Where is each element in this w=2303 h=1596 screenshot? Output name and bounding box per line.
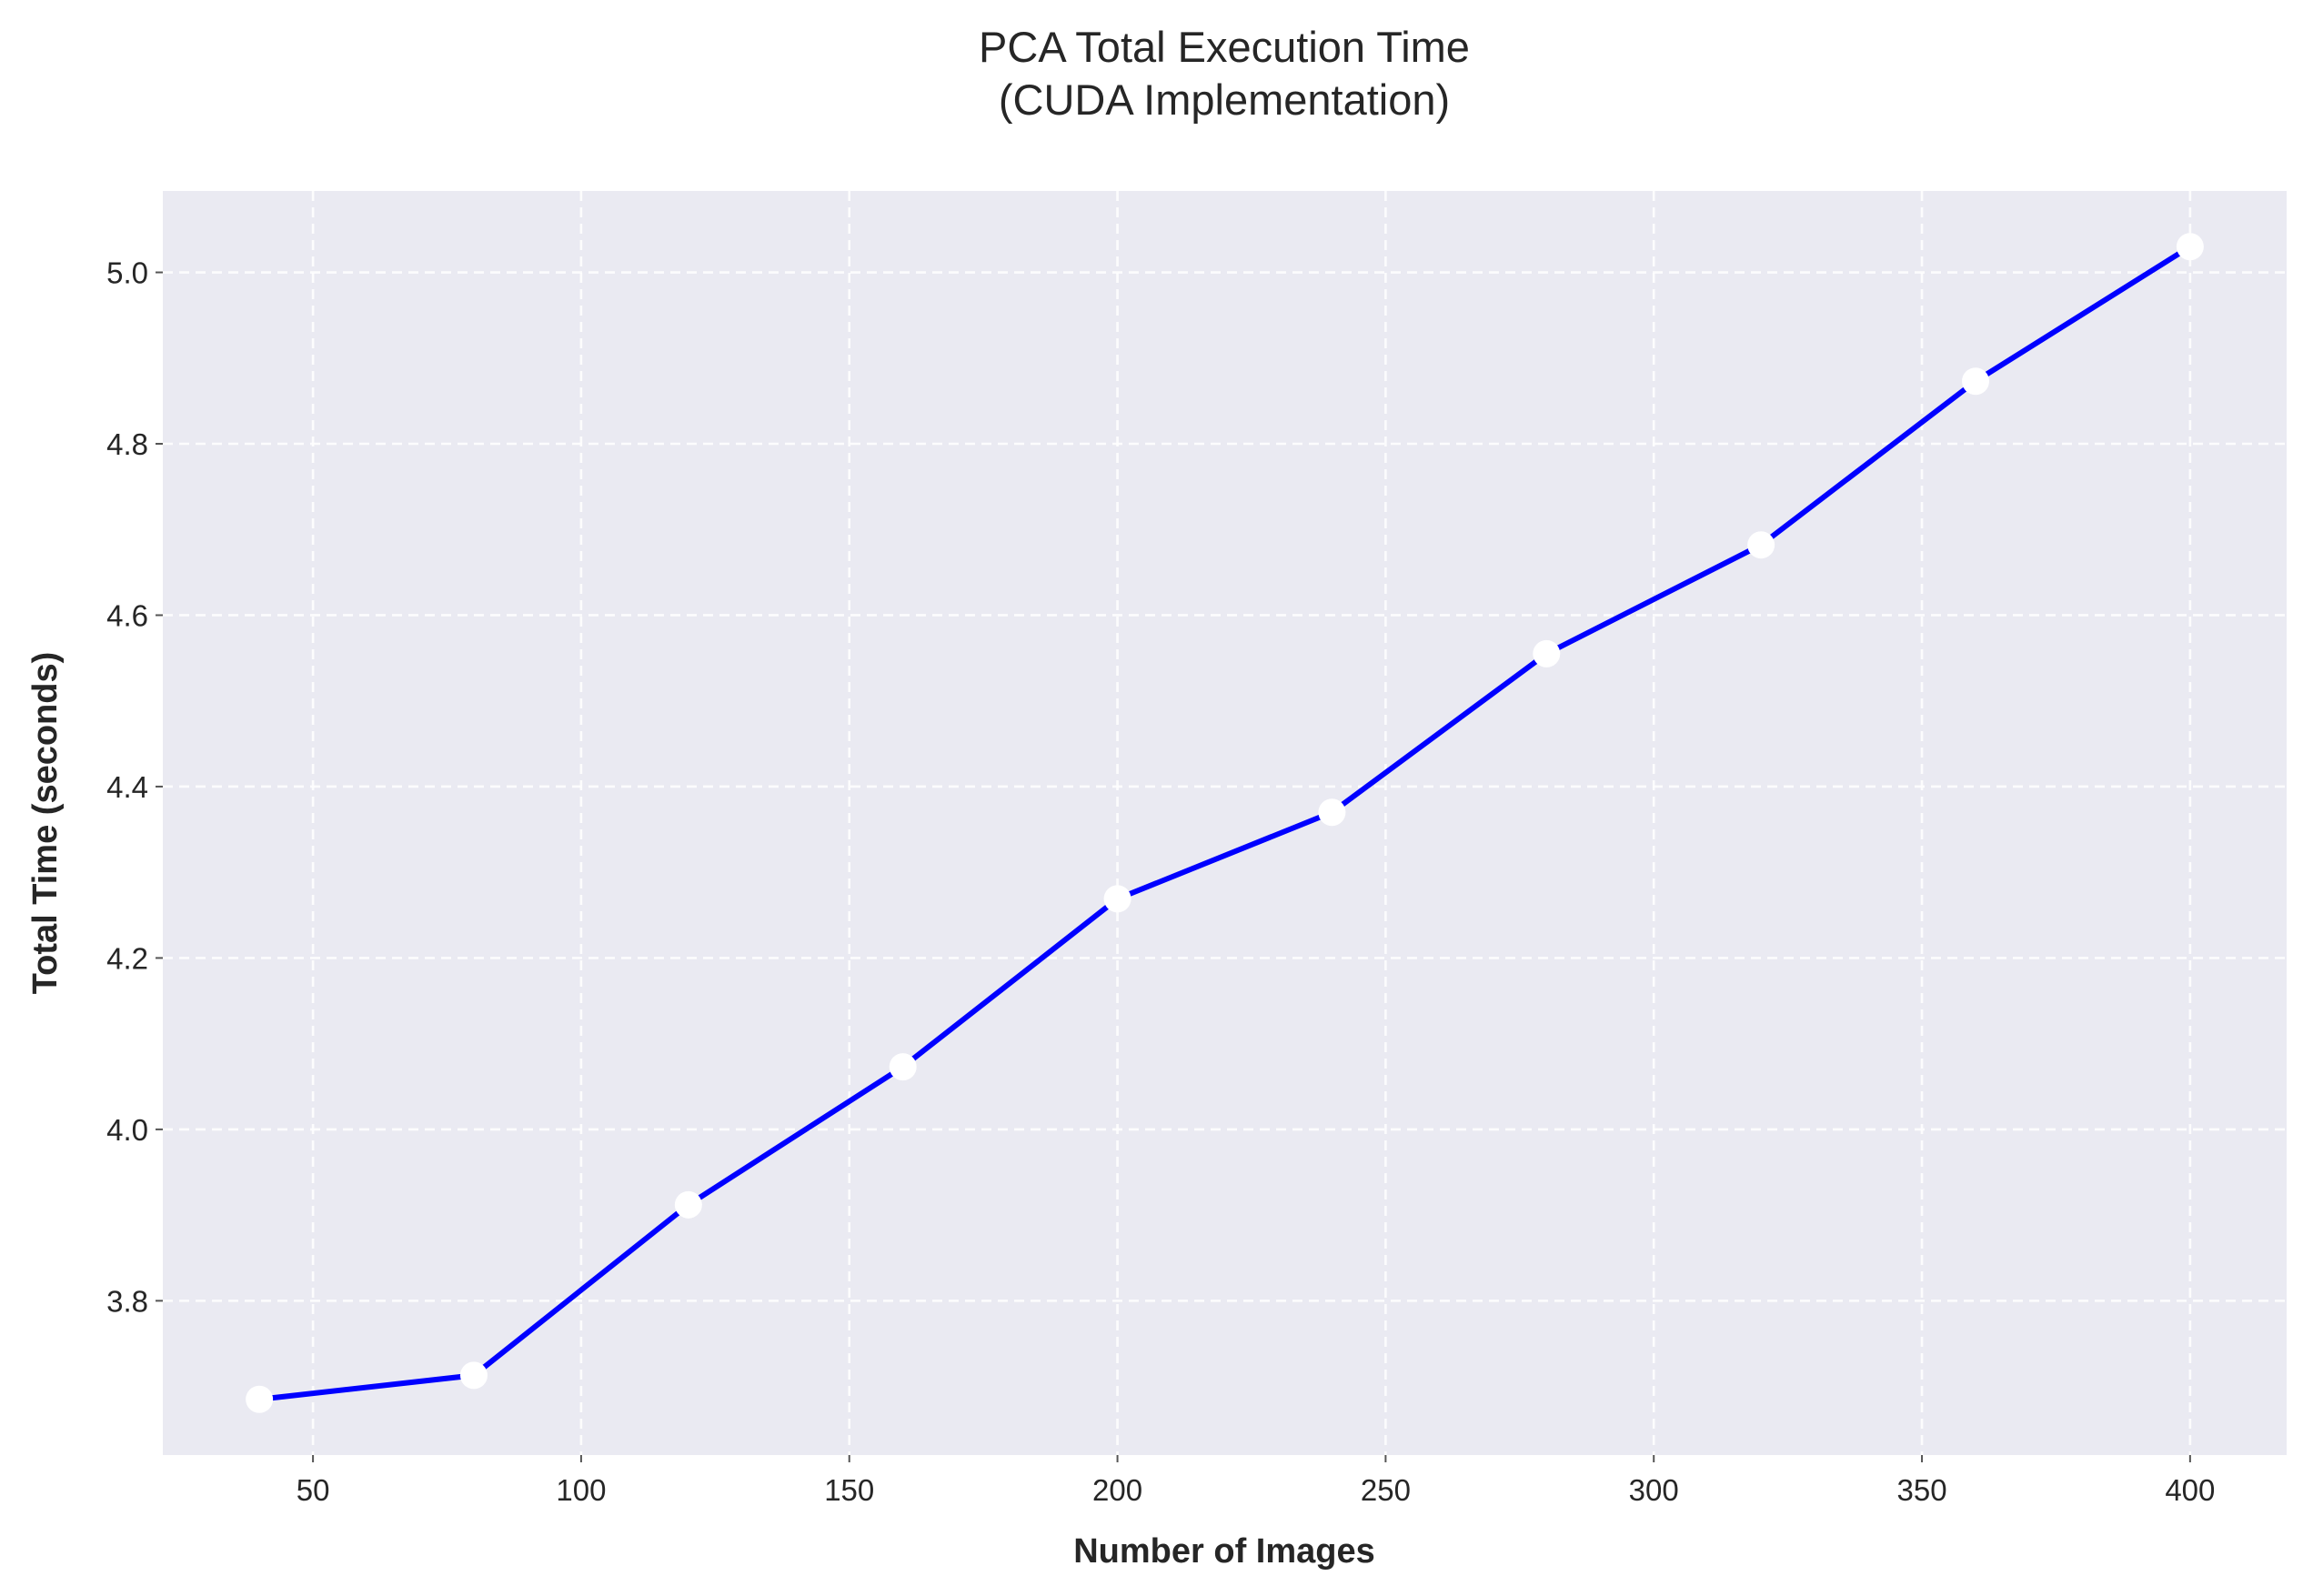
y-tick-label: 3.8 xyxy=(106,1284,148,1318)
x-tick-label: 150 xyxy=(824,1473,874,1507)
x-tick-label: 300 xyxy=(1629,1473,1679,1507)
y-tick-label: 4.8 xyxy=(106,427,148,461)
x-tick-label: 100 xyxy=(556,1473,606,1507)
data-point xyxy=(1103,885,1131,913)
y-tick-label: 5.0 xyxy=(106,256,148,290)
chart-subtitle: (CUDA Implementation) xyxy=(999,75,1450,124)
data-point xyxy=(246,1385,274,1413)
data-point xyxy=(2176,233,2204,261)
y-axis-ticks: 3.8 4.0 4.2 4.4 4.6 4.8 5.0 xyxy=(106,256,163,1318)
data-point xyxy=(459,1361,488,1390)
y-tick-label: 4.4 xyxy=(106,770,148,804)
x-axis-label: Number of Images xyxy=(1073,1532,1375,1571)
x-tick-label: 400 xyxy=(2165,1473,2215,1507)
data-point xyxy=(1747,531,1775,559)
y-axis-label: Total Time (seconds) xyxy=(26,652,65,995)
data-point xyxy=(1318,798,1346,827)
y-tick-label: 4.6 xyxy=(106,598,148,632)
y-tick-label: 4.0 xyxy=(106,1113,148,1147)
data-point xyxy=(1962,367,1990,396)
x-grid xyxy=(311,191,2192,1455)
x-axis-ticks: 50 100 150 200 250 300 350 400 xyxy=(297,1455,2215,1507)
data-point xyxy=(889,1053,917,1081)
x-tick-label: 200 xyxy=(1092,1473,1142,1507)
series-line xyxy=(256,244,2193,1402)
x-tick-label: 50 xyxy=(297,1473,330,1507)
x-tick-label: 350 xyxy=(1897,1473,1947,1507)
y-grid xyxy=(163,271,2287,1302)
data-point xyxy=(1533,639,1561,668)
series-group xyxy=(246,233,2204,1413)
y-tick-label: 4.2 xyxy=(106,941,148,975)
chart-title: PCA Total Execution Time xyxy=(979,23,1470,71)
data-point xyxy=(674,1190,702,1219)
plot-background xyxy=(163,191,2287,1455)
x-tick-label: 250 xyxy=(1361,1473,1411,1507)
